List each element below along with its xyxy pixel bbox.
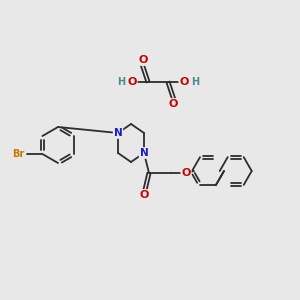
Text: O: O [181, 168, 191, 178]
Text: Br: Br [12, 149, 25, 159]
Text: H: H [117, 77, 125, 87]
Text: N: N [140, 148, 148, 158]
Text: O: O [179, 77, 189, 87]
Text: O: O [168, 99, 178, 109]
Text: N: N [114, 128, 122, 138]
Text: O: O [139, 190, 149, 200]
Text: O: O [127, 77, 137, 87]
Text: O: O [138, 55, 148, 65]
Text: H: H [191, 77, 199, 87]
